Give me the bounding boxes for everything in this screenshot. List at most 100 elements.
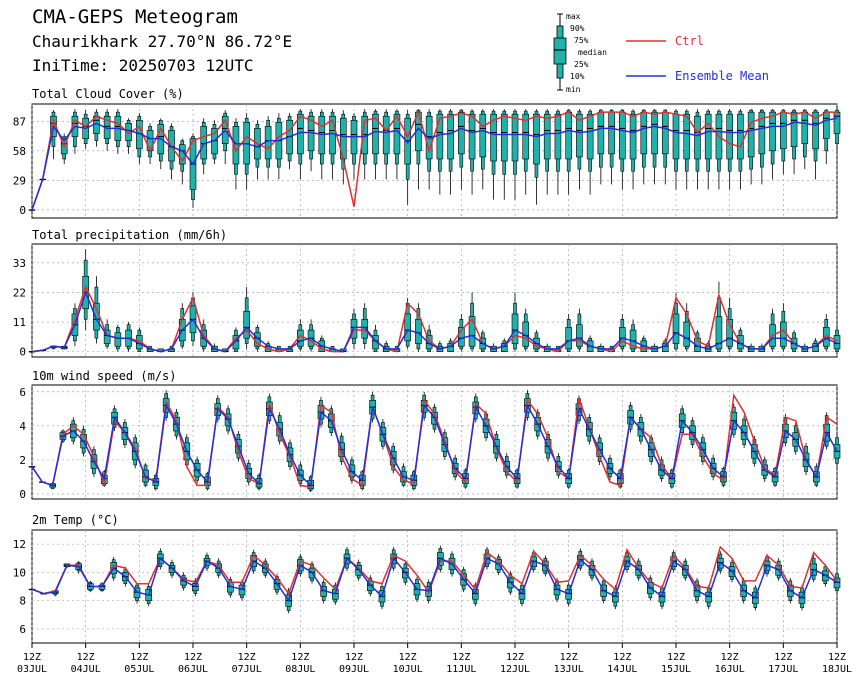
temp-ytick-label: 6 (19, 623, 26, 636)
cloud-box (243, 113, 250, 190)
box-inner (608, 111, 615, 155)
box-inner (490, 113, 497, 162)
precip-box (683, 303, 691, 352)
box-inner (554, 113, 562, 160)
wind-mean-line (31, 403, 838, 487)
panel-wind-speed: 10m wind speed (m/s) 0 2 4 6 (19, 369, 841, 501)
cloud-box (339, 110, 347, 185)
box-inner (447, 113, 454, 160)
precip-box (619, 313, 626, 352)
box-inner (672, 113, 680, 160)
panel-title-wind-speed: 10m wind speed (m/s) (32, 369, 177, 383)
xtick-date: 12JUL (500, 664, 530, 675)
cloud-box (715, 109, 723, 190)
cloud-box (447, 109, 454, 195)
init-time: IniTime: 20250703 12UTC (32, 56, 254, 75)
xtick-hour: 12Z (667, 652, 685, 663)
xtick-hour: 12Z (506, 652, 524, 663)
cloud-box (500, 109, 508, 200)
cloud-box (318, 109, 326, 180)
box-inner (436, 113, 444, 160)
plot-wind-speed: 0 2 4 6 (19, 384, 841, 501)
cloud-box (629, 109, 637, 190)
xtick-hour: 12Z (774, 652, 792, 663)
plot-cloud-cover: 0 29 58 87 (13, 103, 841, 219)
cloud-box (157, 118, 165, 170)
cloud-ytick-label: 58 (13, 145, 26, 158)
xtick-hour: 12Z (77, 652, 95, 663)
box-inner (640, 111, 648, 155)
box-inner (833, 577, 841, 589)
cloud-box (168, 123, 175, 180)
wind-ctrl-line (31, 392, 838, 488)
cloud-box (382, 109, 390, 180)
cloud-box (619, 109, 626, 190)
cloud-box (769, 109, 776, 180)
box-inner (565, 327, 572, 350)
cloud-box (125, 118, 132, 154)
xtick-date: 04JUL (71, 664, 101, 675)
cloud-box (254, 120, 261, 180)
box-inner (672, 313, 680, 344)
box-inner (801, 111, 809, 144)
box-inner (747, 111, 755, 158)
precip-box (672, 292, 680, 352)
box-inner (114, 332, 122, 347)
cloud-box (468, 109, 476, 195)
box-inner (372, 113, 379, 155)
xtick-date: 06JUL (178, 664, 208, 675)
cloud-box (372, 109, 379, 180)
wind-box (400, 463, 407, 488)
temp-ytick-label: 8 (19, 595, 26, 608)
box-inner (576, 324, 583, 347)
cloud-box (490, 109, 497, 200)
precip-box (436, 340, 444, 352)
box-inner (661, 111, 669, 155)
cloud-box (576, 109, 583, 190)
panel-temperature: 2m Temp (°C) 6 8 10 12 (13, 513, 841, 644)
xtick-date: 03JUL (17, 664, 47, 675)
precip-box (780, 303, 787, 352)
xtick-date: 09JUL (339, 664, 369, 675)
cloud-box (661, 109, 669, 185)
box-inner (382, 115, 390, 155)
panel-cloud-cover: Total Cloud Cover (%) 0 29 58 87 (13, 87, 841, 219)
cloud-box (350, 113, 358, 180)
plot-precipitation: 0 11 22 33 (13, 243, 841, 359)
xtick-date: 17JUL (768, 664, 798, 675)
panel-title-precipitation: Total precipitation (mm/6h) (32, 228, 227, 242)
cloud-box (533, 109, 540, 205)
xtick-hour: 12Z (23, 652, 41, 663)
temp-ytick-label: 10 (13, 566, 26, 579)
xtick-hour: 12Z (399, 652, 417, 663)
temp-ytick-label: 12 (13, 538, 26, 551)
box-inner (726, 319, 733, 347)
cloud-ytick-label: 0 (19, 204, 26, 217)
legend-label-25: 25% (574, 60, 589, 69)
cloud-box (114, 109, 122, 154)
precip-ytick-label: 11 (13, 316, 26, 329)
box-inner (715, 316, 723, 350)
cloud-box (103, 109, 111, 151)
cloud-box (221, 110, 229, 165)
box-inner (822, 111, 830, 139)
cloud-box (747, 109, 755, 185)
box-inner (232, 126, 240, 165)
xtick-hour: 12Z (238, 652, 256, 663)
precip-box (565, 313, 572, 352)
legend-box-25-75 (553, 37, 567, 65)
cloud-box (458, 109, 465, 190)
cloud-box (812, 109, 819, 180)
xtick-hour: 12Z (721, 652, 739, 663)
cloud-box (286, 113, 293, 170)
box-inner (619, 327, 626, 347)
cloud-box (82, 110, 89, 149)
cloud-ctrl-line (31, 109, 837, 211)
precip-box (479, 330, 487, 352)
cloud-box (726, 109, 733, 190)
box-inner (586, 113, 594, 160)
xtick-hour: 12Z (452, 652, 470, 663)
xtick-date: 08JUL (285, 664, 315, 675)
cloud-box (801, 109, 809, 170)
temp-ctrl-line (31, 545, 838, 596)
